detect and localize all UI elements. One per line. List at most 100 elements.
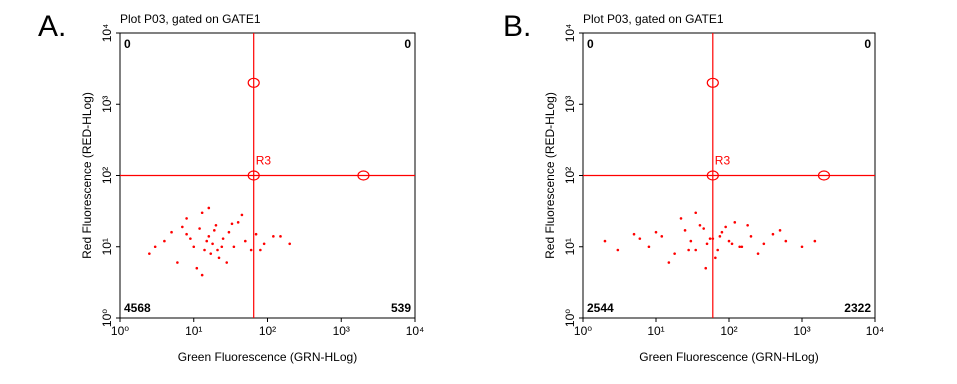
event-dot	[207, 235, 211, 238]
event-dot	[254, 232, 258, 236]
y-tick-label: 10²	[100, 167, 114, 184]
event-dot	[720, 230, 724, 234]
event-dot	[813, 239, 817, 243]
x-tick-label: 10⁴	[406, 324, 425, 338]
event-dot	[638, 237, 642, 240]
event-dot	[694, 248, 698, 252]
event-dot	[227, 230, 231, 234]
event-dot	[749, 235, 753, 238]
event-dot	[153, 245, 157, 249]
event-dot	[718, 235, 722, 238]
x-tick-label: 10⁰	[111, 324, 129, 338]
event-dot	[185, 217, 188, 220]
event-dot	[778, 229, 782, 232]
gate-handle	[817, 170, 831, 181]
event-dot	[181, 225, 184, 229]
panel-label: A.	[38, 10, 66, 43]
event-dot	[654, 230, 658, 234]
event-dot	[667, 261, 671, 264]
event-dot	[200, 211, 204, 215]
event-dot	[784, 239, 788, 243]
panel-label: B.	[503, 10, 531, 43]
event-dot	[740, 245, 744, 249]
event-dot	[198, 227, 201, 230]
count-ur: 0	[864, 37, 871, 51]
x-axis-label: Green Fluorescence (GRN-HLog)	[639, 350, 818, 364]
x-tick-label: 10²	[259, 324, 276, 338]
event-dot	[698, 224, 702, 227]
event-dot	[203, 248, 206, 252]
count-ll: 2544	[587, 301, 614, 315]
plot-title: Plot P03, gated on GATE1	[583, 12, 724, 26]
event-dot	[192, 245, 196, 249]
y-tick-label: 10³	[100, 96, 114, 113]
event-dot	[727, 239, 731, 243]
count-ll: 4568	[124, 301, 151, 315]
event-dot	[170, 230, 173, 234]
y-tick-label: 10²	[563, 167, 577, 184]
event-dot	[240, 213, 244, 217]
event-dot	[733, 221, 737, 224]
event-dot	[702, 227, 705, 230]
event-dot	[603, 239, 607, 243]
event-dot	[660, 235, 664, 238]
x-tick-label: 10³	[333, 324, 350, 338]
event-dot	[704, 266, 708, 270]
event-dot	[800, 245, 804, 249]
event-dot	[220, 245, 224, 249]
count-ul: 0	[124, 37, 131, 51]
event-dot	[243, 239, 247, 243]
event-dot	[259, 248, 262, 252]
event-dot	[185, 232, 188, 236]
event-dot	[200, 273, 204, 277]
event-dot	[716, 248, 719, 252]
event-dot	[213, 229, 216, 232]
event-dot	[738, 245, 741, 249]
event-dot	[647, 245, 651, 249]
y-tick-label: 10⁰	[563, 309, 577, 327]
event-dot	[217, 256, 221, 260]
event-dot	[176, 261, 179, 264]
event-dot	[687, 248, 690, 252]
event-dot	[756, 252, 760, 255]
plot-title: Plot P03, gated on GATE1	[120, 12, 261, 26]
event-dot	[195, 266, 199, 270]
event-dot	[262, 242, 266, 246]
x-tick-label: 10³	[793, 324, 810, 338]
y-tick-label: 10⁰	[100, 309, 114, 327]
event-dot	[221, 237, 225, 240]
event-dot	[249, 248, 253, 252]
gate-handle	[706, 170, 719, 181]
event-dot	[225, 261, 229, 264]
event-dot	[724, 225, 727, 229]
y-tick-label: 10¹	[100, 238, 114, 255]
count-ur: 0	[404, 37, 411, 51]
event-dot	[730, 242, 734, 246]
x-tick-label: 10⁴	[866, 324, 885, 338]
count-lr: 2322	[844, 301, 871, 315]
event-dot	[207, 206, 211, 210]
event-dot	[205, 239, 209, 243]
gate-handle	[357, 170, 370, 181]
gate-label: R3	[715, 154, 731, 168]
event-dot	[209, 252, 213, 255]
event-dot	[148, 252, 151, 255]
event-dot	[705, 242, 709, 246]
event-dot	[214, 224, 218, 227]
event-dot	[616, 248, 620, 252]
event-dot	[216, 248, 219, 252]
event-dot	[714, 256, 717, 260]
gate-handle	[247, 170, 260, 181]
event-dot	[746, 224, 749, 227]
event-dot	[632, 232, 636, 236]
y-axis-label: Red Fluorescence (RED-HLog)	[543, 92, 557, 259]
event-dot	[230, 222, 234, 226]
event-dot	[288, 242, 292, 246]
event-dot	[689, 239, 693, 243]
count-lr: 539	[391, 301, 411, 315]
event-dot	[272, 235, 275, 238]
event-dot	[211, 242, 214, 246]
event-dot	[232, 245, 236, 249]
